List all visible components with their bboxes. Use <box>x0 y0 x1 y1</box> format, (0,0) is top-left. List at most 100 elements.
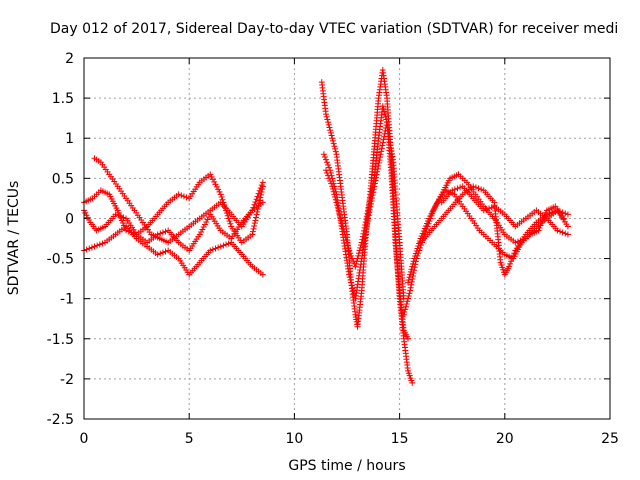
data-point <box>332 186 339 193</box>
data-point <box>411 255 418 262</box>
data-point <box>401 309 408 316</box>
data-point <box>115 209 122 216</box>
x-tick-label: 20 <box>496 431 514 447</box>
data-point <box>256 187 263 194</box>
data-point <box>119 219 126 226</box>
data-point <box>535 227 542 234</box>
data-point <box>408 278 415 285</box>
data-point <box>346 247 353 254</box>
chart-title: Day 012 of 2017, Sidereal Day-to-day VTE… <box>50 21 618 37</box>
data-point <box>257 184 264 191</box>
data-point <box>546 210 553 217</box>
data-point <box>371 183 378 190</box>
data-point <box>112 211 119 218</box>
data-point <box>116 212 123 219</box>
data-point <box>329 175 336 182</box>
data-point <box>562 230 569 237</box>
data-point <box>207 247 214 254</box>
data-point <box>208 173 215 180</box>
x-tick-label: 25 <box>601 431 619 447</box>
data-point <box>400 311 407 318</box>
data-point <box>451 186 458 193</box>
data-point <box>217 243 224 250</box>
x-tick-label: 15 <box>391 431 409 447</box>
data-point <box>252 217 259 224</box>
y-tick-label: 0 <box>65 211 74 227</box>
data-point <box>255 190 262 197</box>
x-tick-label: 5 <box>185 431 194 447</box>
data-point <box>346 274 353 281</box>
data-point <box>225 215 232 222</box>
data-point <box>457 184 464 191</box>
data-point <box>329 135 336 142</box>
data-point <box>378 148 385 155</box>
data-point <box>373 174 380 181</box>
data-point <box>380 136 387 143</box>
data-point <box>407 287 414 294</box>
data-point <box>216 188 223 195</box>
data-point <box>322 156 329 163</box>
data-point <box>379 142 386 149</box>
data-point <box>251 222 258 229</box>
data-point <box>154 251 161 258</box>
data-point <box>510 252 517 259</box>
data-point <box>405 335 412 342</box>
data-point <box>405 292 412 299</box>
data-point <box>370 189 377 196</box>
data-point <box>130 230 137 237</box>
data-point <box>325 161 332 168</box>
data-point <box>114 207 121 214</box>
data-point <box>254 208 261 215</box>
data-point <box>253 211 260 218</box>
data-point <box>403 301 410 308</box>
data-point <box>258 182 265 189</box>
data-point <box>488 204 495 211</box>
data-point <box>259 271 266 278</box>
data-point <box>377 154 384 161</box>
y-tick-label: -0.5 <box>47 252 74 268</box>
data-point <box>507 260 514 267</box>
data-point <box>421 225 428 232</box>
data-point <box>365 212 372 219</box>
data-point <box>122 224 129 231</box>
data-point <box>326 124 333 131</box>
data-point <box>213 183 220 190</box>
data-point <box>413 248 420 255</box>
data-point <box>157 250 164 257</box>
data-point <box>328 172 335 179</box>
data-point <box>259 199 266 206</box>
data-point <box>198 228 205 235</box>
data-point <box>420 227 427 234</box>
data-point <box>203 218 210 225</box>
data-point <box>207 171 214 178</box>
data-point <box>470 183 477 190</box>
series-track-j <box>417 183 571 278</box>
data-point <box>199 226 206 233</box>
data-point <box>380 105 387 112</box>
data-point <box>96 241 103 248</box>
x-tick-label: 10 <box>285 431 303 447</box>
data-point <box>405 276 412 283</box>
data-point <box>478 186 485 193</box>
data-point <box>99 240 106 247</box>
data-point <box>83 246 90 253</box>
data-point <box>250 225 257 232</box>
y-tick-label: -1.5 <box>47 332 74 348</box>
data-point <box>366 206 373 213</box>
data-point <box>346 271 353 278</box>
data-point <box>120 222 127 229</box>
data-point <box>327 169 334 176</box>
data-point <box>218 194 225 201</box>
data-point <box>118 217 125 224</box>
data-point <box>329 137 336 144</box>
data-point <box>256 197 263 204</box>
data-layer <box>81 67 571 386</box>
data-point <box>257 194 264 201</box>
data-point <box>349 255 356 262</box>
data-point <box>379 103 386 110</box>
data-point <box>326 164 333 171</box>
data-point <box>506 263 513 270</box>
data-point <box>251 220 258 227</box>
data-point <box>117 214 124 221</box>
data-point <box>375 160 382 167</box>
